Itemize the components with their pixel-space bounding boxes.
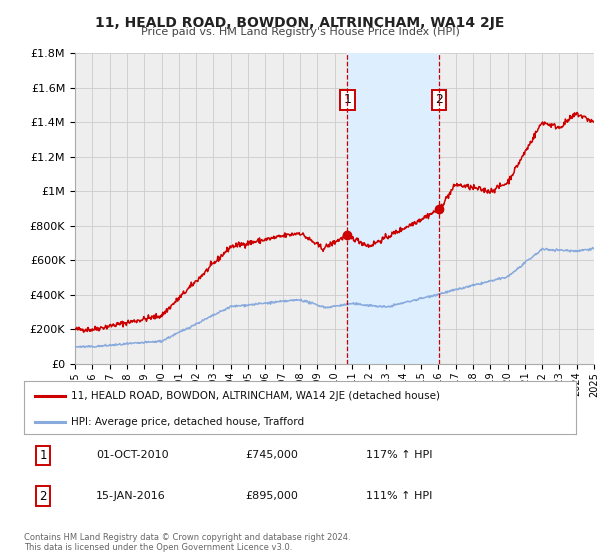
Text: HPI: Average price, detached house, Trafford: HPI: Average price, detached house, Traf… (71, 417, 304, 427)
Text: 2: 2 (435, 94, 443, 106)
Text: £745,000: £745,000 (245, 450, 298, 460)
Text: This data is licensed under the Open Government Licence v3.0.: This data is licensed under the Open Gov… (24, 543, 292, 552)
Text: 117% ↑ HPI: 117% ↑ HPI (366, 450, 433, 460)
Text: 11, HEALD ROAD, BOWDON, ALTRINCHAM, WA14 2JE: 11, HEALD ROAD, BOWDON, ALTRINCHAM, WA14… (95, 16, 505, 30)
Text: Contains HM Land Registry data © Crown copyright and database right 2024.: Contains HM Land Registry data © Crown c… (24, 533, 350, 542)
Text: 1: 1 (344, 94, 352, 106)
Text: 1: 1 (40, 449, 47, 462)
Text: 111% ↑ HPI: 111% ↑ HPI (366, 491, 433, 501)
Bar (347, 53, 439, 364)
Text: Price paid vs. HM Land Registry's House Price Index (HPI): Price paid vs. HM Land Registry's House … (140, 27, 460, 37)
Text: 2: 2 (40, 489, 47, 502)
Text: 01-OCT-2010: 01-OCT-2010 (96, 450, 169, 460)
Text: 11, HEALD ROAD, BOWDON, ALTRINCHAM, WA14 2JE (detached house): 11, HEALD ROAD, BOWDON, ALTRINCHAM, WA14… (71, 391, 440, 401)
Text: £895,000: £895,000 (245, 491, 298, 501)
Text: 15-JAN-2016: 15-JAN-2016 (96, 491, 166, 501)
